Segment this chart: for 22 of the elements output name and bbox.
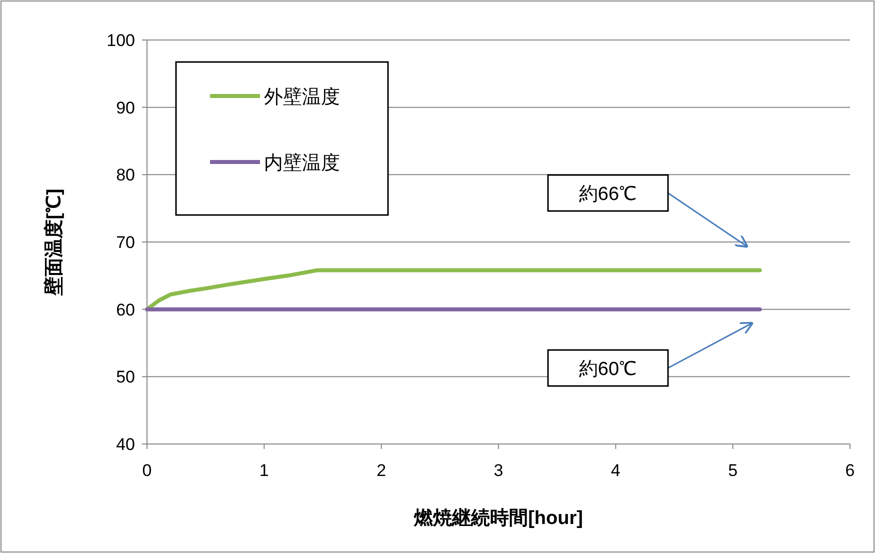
y-tick-label: 50 — [116, 368, 135, 387]
y-tick-label: 60 — [116, 300, 135, 320]
x-tick-label: 5 — [728, 461, 738, 480]
annotation: 約60℃ — [547, 322, 754, 387]
y-axis-title: 壁面温度[℃] — [43, 188, 65, 296]
annotation: 約60℃ — [578, 359, 638, 380]
y-tick-label: 100 — [106, 31, 135, 50]
y-tick-label: 90 — [116, 98, 135, 118]
x-tick-label: 4 — [610, 461, 620, 480]
x-axis-title: 燃焼継続時間[hour] — [413, 507, 583, 529]
y-tick-label: 80 — [116, 166, 135, 185]
x-tick-label: 6 — [845, 461, 855, 480]
y-tick-label: 40 — [116, 435, 135, 454]
x-tick-label: 2 — [376, 461, 386, 480]
legend-label: 内壁温度 — [264, 152, 340, 174]
legend-label: 外壁温度 — [264, 86, 340, 108]
x-tick-label: 0 — [142, 461, 152, 480]
x-tick-label: 3 — [494, 461, 504, 480]
annotation: 約66℃ — [578, 184, 638, 205]
y-tick-label: 70 — [116, 233, 135, 252]
annotation: 約66℃ — [547, 174, 749, 248]
x-tick-label: 1 — [259, 461, 269, 480]
